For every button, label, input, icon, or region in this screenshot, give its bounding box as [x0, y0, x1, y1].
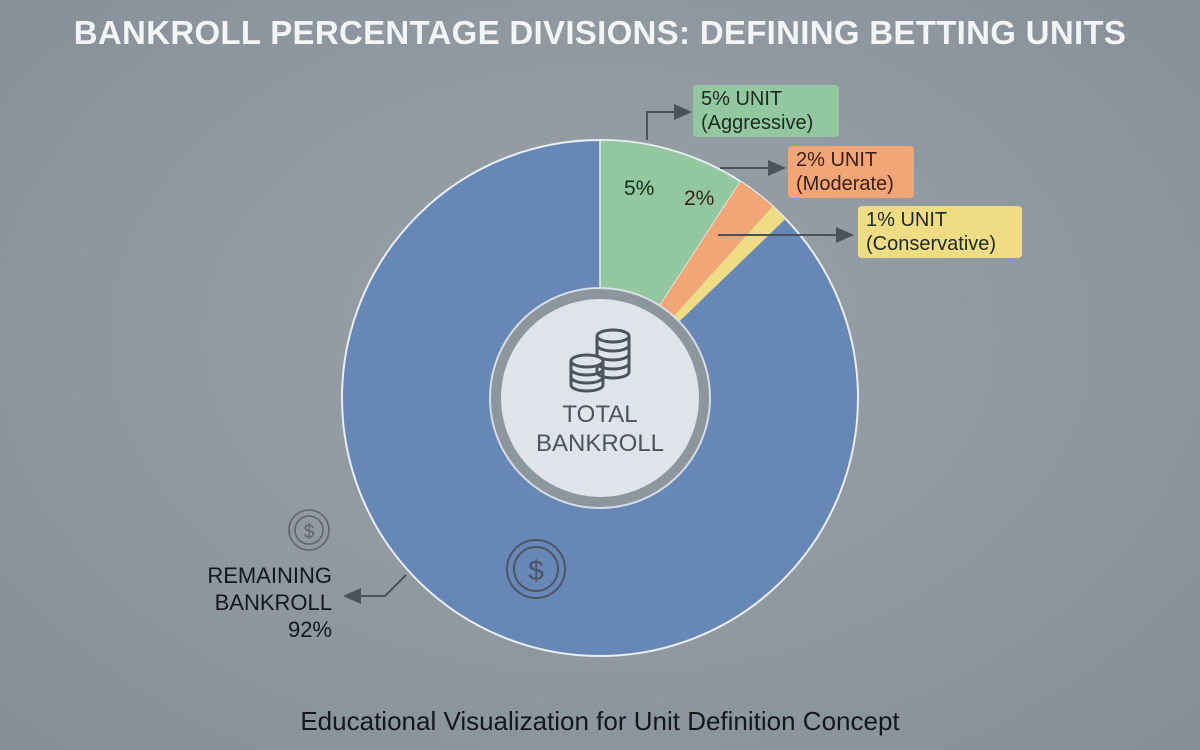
slice-label-moderate: 2% [684, 187, 715, 210]
dollar-coin-icon: $ [506, 539, 566, 599]
arrow-aggressive [646, 104, 692, 140]
remaining-label: REMAINING BANKROLL 92% [207, 563, 332, 642]
svg-text:$: $ [304, 522, 315, 543]
coin-stack-icon [569, 328, 631, 393]
callout-conservative: 1% UNIT (Conservative) [858, 206, 1022, 258]
center-label: TOTAL BANKROLL [535, 401, 665, 457]
arrow-remaining [343, 574, 407, 604]
slice-label-aggressive: 5% [624, 177, 655, 200]
svg-text:$: $ [528, 555, 544, 586]
callout-aggressive: 5% UNIT (Aggressive) [693, 85, 839, 137]
chart-title: BANKROLL PERCENTAGE DIVISIONS: DEFINING … [73, 14, 1127, 51]
callout-moderate: 2% UNIT (Moderate) [788, 146, 914, 198]
center-hub [491, 289, 709, 507]
chart-subtitle: Educational Visualization for Unit Defin… [300, 706, 900, 736]
dollar-coin-icon: $ [288, 509, 330, 551]
